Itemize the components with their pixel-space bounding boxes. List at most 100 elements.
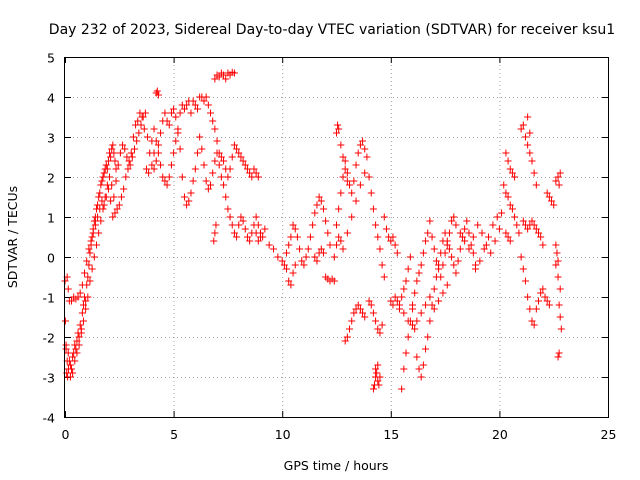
data-point-plus [72,345,80,353]
data-point-plus [511,173,519,181]
data-point-plus [519,265,527,273]
data-point-plus [111,157,119,165]
data-point-plus [311,209,319,217]
data-point-plus [78,309,86,317]
data-point-plus [530,169,538,177]
data-point-plus [543,189,551,197]
data-point-plus [285,277,293,285]
data-point-plus [204,101,212,109]
data-point-plus [270,245,278,253]
data-point-plus [404,317,412,325]
data-point-plus [419,249,427,257]
data-point-plus [532,305,540,313]
data-point-plus [502,149,510,157]
data-point-plus [532,181,540,189]
data-point-plus [337,189,345,197]
data-point-plus [109,213,117,221]
data-point-plus [352,197,360,205]
data-point-plus [348,189,356,197]
data-point-plus [343,169,351,177]
data-point-plus [85,261,93,269]
x-tick-label: 10 [275,427,291,442]
data-point-plus [556,313,564,321]
data-point-plus [239,217,247,225]
data-point-plus [369,385,377,393]
data-point-plus [461,237,469,245]
data-point-plus [545,301,553,309]
data-series [322,121,388,345]
data-point-plus [161,109,169,117]
data-point-plus [176,109,184,117]
data-point-plus [110,149,118,157]
data-point-plus [293,233,301,241]
data-point-plus [491,237,499,245]
data-point-plus [92,241,100,249]
data-point-plus [107,153,115,161]
data-point-plus [127,149,135,157]
data-point-plus [200,97,208,105]
data-point-plus [443,241,451,249]
data-point-plus [296,245,304,253]
data-point-plus [75,341,83,349]
data-point-plus [374,377,382,385]
data-point-plus [96,189,104,197]
data-series [63,87,162,305]
data-point-plus [341,165,349,173]
data-point-plus [500,181,508,189]
data-point-plus [69,353,77,361]
data-point-plus [393,249,401,257]
data-point-plus [359,137,367,145]
data-point-plus [557,325,565,333]
data-point-plus [226,213,234,221]
data-point-plus [417,261,425,269]
data-point-plus [376,245,384,253]
data-point-plus [246,237,254,245]
data-point-plus [506,165,514,173]
data-point-plus [101,193,109,201]
data-point-plus [78,281,86,289]
data-point-plus [456,229,464,237]
data-point-plus [153,87,161,95]
data-point-plus [398,293,406,301]
data-point-plus [555,301,563,309]
data-point-plus [228,153,236,161]
data-point-plus [341,157,349,165]
data-point-plus [170,149,178,157]
data-point-plus [506,201,514,209]
data-point-plus [131,145,139,153]
data-point-plus [133,137,141,145]
data-point-plus [163,181,171,189]
data-point-plus [461,225,469,233]
data-point-plus [274,253,282,261]
data-point-plus [66,373,74,381]
data-points [61,68,565,393]
y-tick-label: 5 [47,51,55,66]
data-point-plus [291,261,299,269]
data-point-plus [532,225,540,233]
data-point-plus [152,157,160,165]
data-point-plus [187,109,195,117]
data-point-plus [472,265,480,273]
data-point-plus [193,149,201,157]
data-point-plus [100,169,108,177]
data-point-plus [337,237,345,245]
data-point-plus [337,141,345,149]
data-point-plus [387,237,395,245]
data-point-plus [333,221,340,229]
data-point-plus [86,277,94,285]
data-point-plus [134,117,142,125]
data-point-plus [304,245,312,253]
data-point-plus [237,153,245,161]
data-point-plus [122,173,130,181]
data-point-plus [504,157,512,165]
data-point-plus [313,201,321,209]
data-point-plus [104,185,112,193]
data-point-plus [145,169,153,177]
data-point-plus [287,233,295,241]
data-point-plus [230,141,238,149]
x-tick-label: 15 [383,427,399,442]
data-point-plus [402,349,410,357]
x-tick-label: 25 [601,427,617,442]
data-point-plus [424,229,432,237]
